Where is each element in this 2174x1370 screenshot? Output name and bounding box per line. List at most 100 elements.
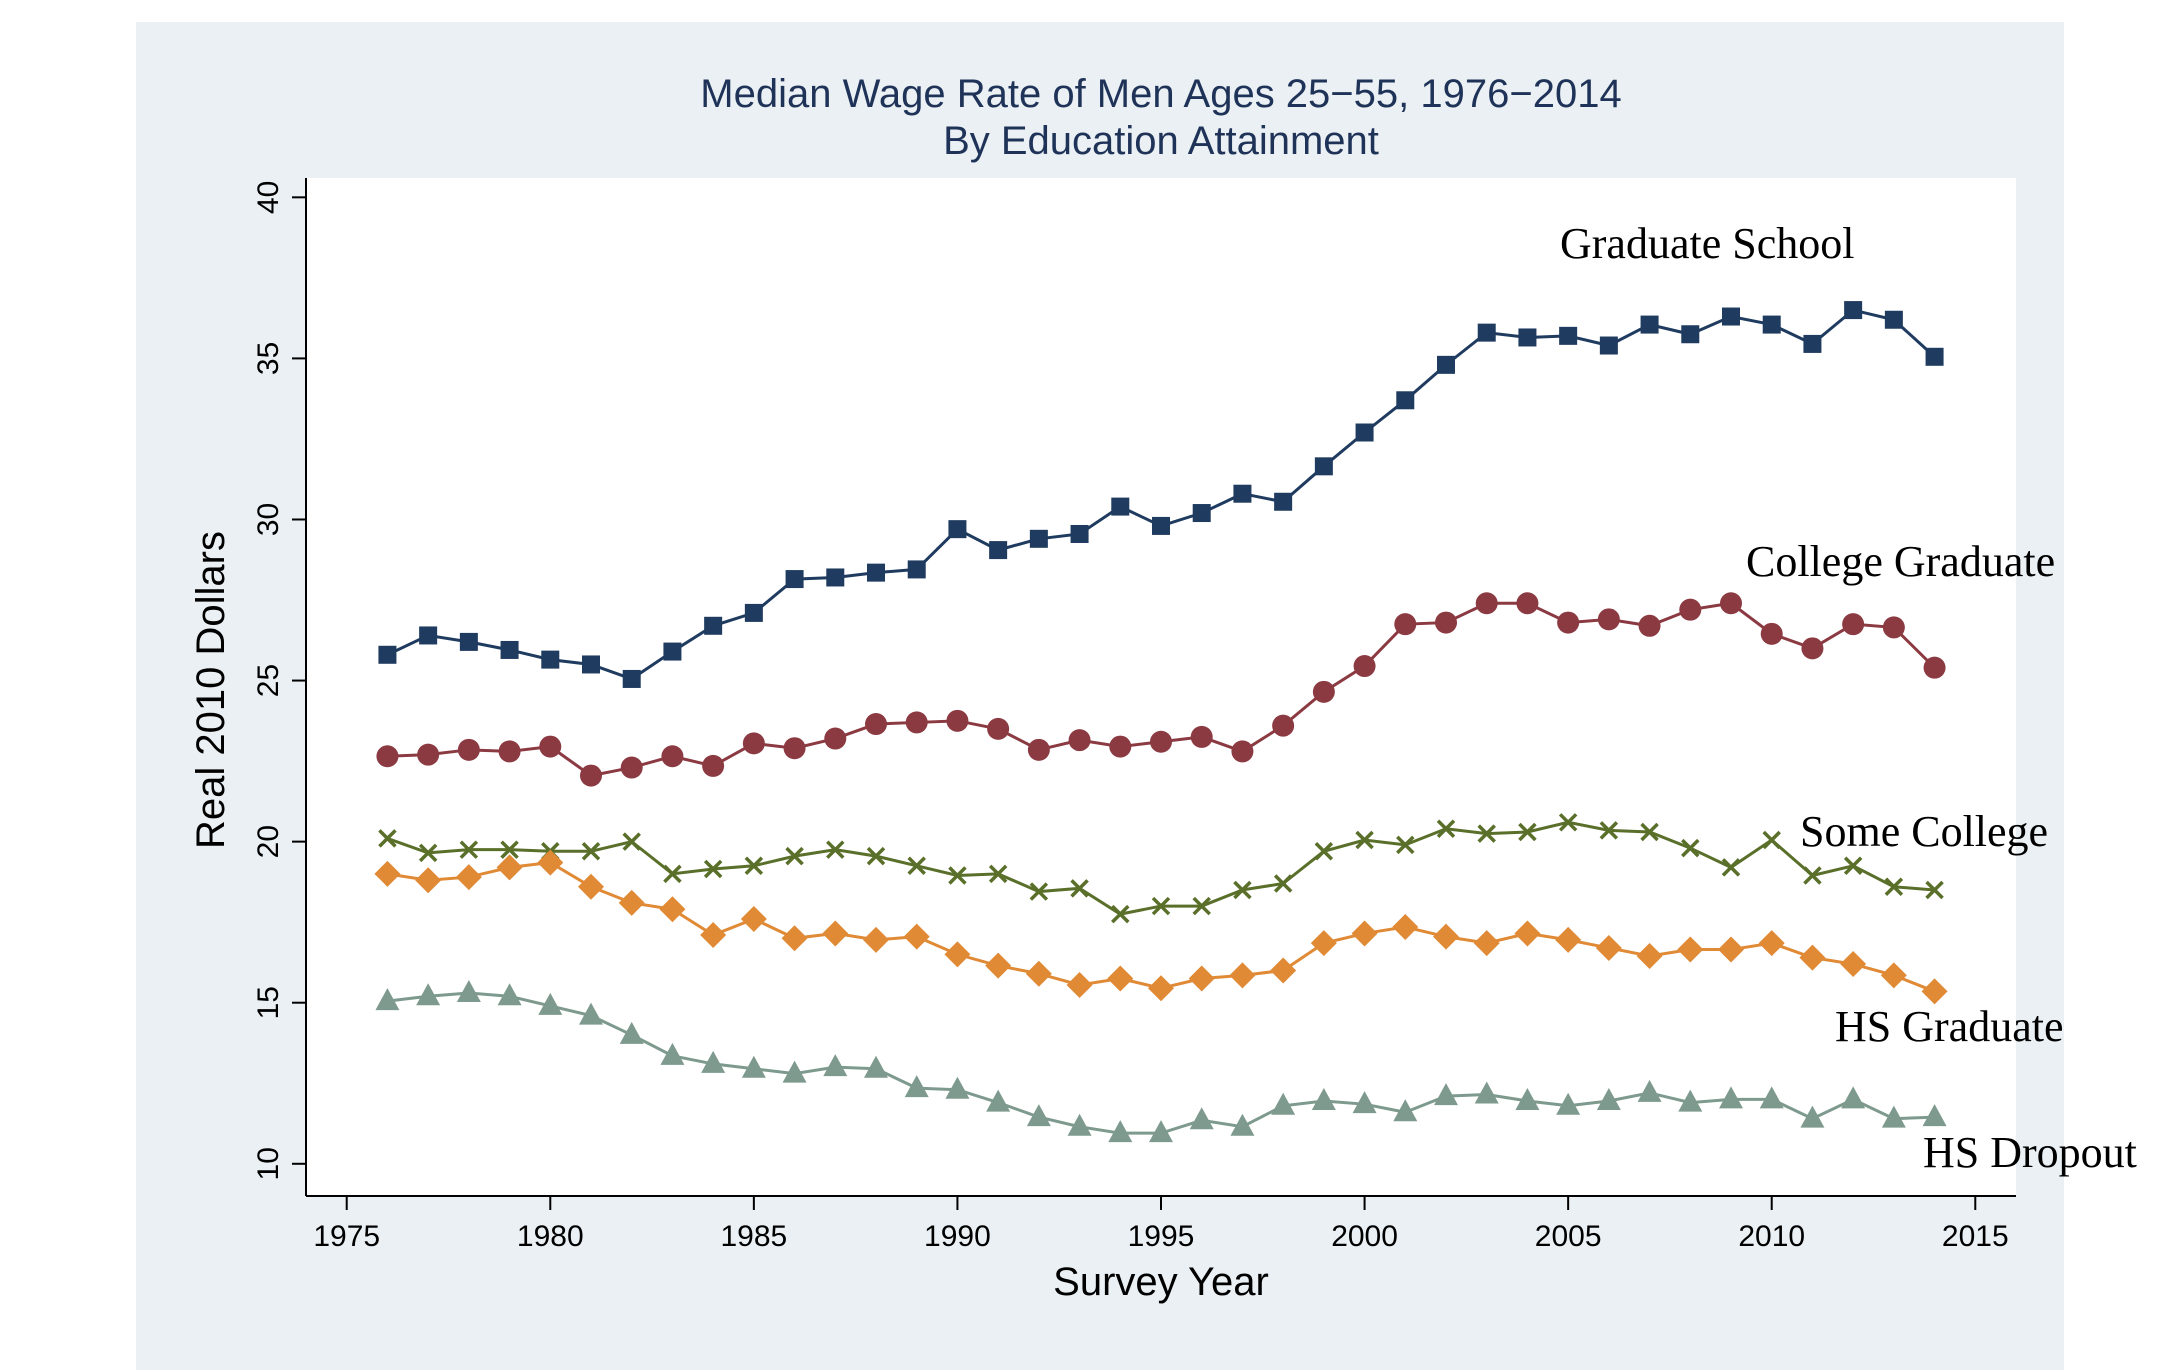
data-point — [700, 922, 727, 949]
series-some-college — [378, 813, 1944, 924]
data-point — [1473, 930, 1500, 957]
data-point — [1884, 877, 1904, 896]
data-point — [1599, 821, 1619, 840]
x-axis-title: Survey Year — [1053, 1260, 1269, 1304]
data-point — [1190, 725, 1213, 748]
data-point — [1027, 738, 1050, 761]
data-point — [823, 1054, 848, 1077]
data-point — [1150, 730, 1172, 753]
data-point — [1435, 611, 1457, 634]
data-point — [417, 743, 440, 766]
data-point — [1803, 334, 1822, 353]
data-point — [1677, 936, 1704, 963]
data-point — [742, 732, 765, 755]
data-point — [702, 754, 725, 777]
data-point — [1067, 1113, 1092, 1136]
data-point — [1233, 484, 1252, 503]
data-point — [1556, 1092, 1581, 1115]
series-label-some-college: Some College — [1800, 807, 2048, 856]
data-point — [1884, 310, 1903, 329]
data-point — [1026, 1104, 1051, 1127]
data-point — [1353, 655, 1376, 678]
data-point — [1518, 822, 1537, 842]
data-point — [1843, 856, 1863, 876]
data-point — [1310, 930, 1337, 957]
data-point — [1189, 1107, 1214, 1130]
data-point — [619, 1021, 644, 1044]
data-point — [1799, 944, 1826, 971]
data-point — [1842, 613, 1865, 636]
data-point — [539, 735, 562, 758]
data-point — [500, 840, 519, 859]
series-group — [374, 301, 1948, 1143]
data-point — [498, 740, 521, 763]
data-point — [1029, 529, 1048, 548]
y-tick-label: 15 — [252, 986, 285, 1019]
data-point — [1596, 1087, 1621, 1110]
data-point — [1921, 978, 1948, 1005]
data-point — [1557, 611, 1580, 634]
data-point — [1192, 504, 1211, 523]
data-point — [1720, 592, 1742, 615]
data-point — [1558, 813, 1578, 832]
data-point — [1396, 835, 1415, 855]
data-point — [987, 717, 1010, 740]
data-point — [1314, 457, 1333, 476]
data-point — [1922, 1104, 1947, 1127]
data-point — [579, 1002, 603, 1025]
data-point — [1800, 1105, 1825, 1128]
data-point — [1107, 965, 1134, 992]
data-point — [865, 713, 887, 736]
x-tick-label: 2000 — [1331, 1220, 1398, 1253]
data-point — [1759, 1086, 1784, 1109]
data-point — [378, 829, 397, 848]
data-point — [989, 541, 1008, 560]
data-point — [1762, 315, 1781, 334]
chart-subtitle: By Education Attainment — [943, 119, 1379, 163]
data-point — [537, 849, 564, 876]
data-point — [785, 570, 804, 589]
data-point — [1638, 614, 1661, 637]
data-point — [659, 896, 686, 923]
data-point — [826, 840, 845, 859]
data-point — [1066, 971, 1093, 998]
data-point — [1515, 1087, 1540, 1110]
data-point — [1881, 1105, 1906, 1128]
data-point — [1597, 608, 1620, 631]
data-point — [1392, 914, 1419, 941]
x-tick-label: 2005 — [1535, 1220, 1602, 1253]
data-point — [1029, 882, 1049, 901]
data-point — [1355, 830, 1374, 850]
data-point — [1679, 598, 1702, 621]
data-point — [1271, 1092, 1296, 1115]
x-tick-label: 1995 — [1128, 1220, 1195, 1253]
y-axis-title: Real 2010 Dollars — [189, 531, 233, 849]
data-point — [867, 563, 885, 582]
data-point — [907, 856, 926, 876]
data-point — [948, 520, 967, 539]
data-point — [1637, 1079, 1662, 1102]
data-point — [1109, 735, 1132, 758]
data-point — [1477, 323, 1496, 342]
data-point — [1393, 1099, 1418, 1122]
data-point — [1314, 842, 1334, 861]
y-tick-label: 10 — [252, 1147, 285, 1180]
data-point — [1516, 592, 1539, 615]
data-point — [541, 650, 560, 669]
data-point — [1474, 1081, 1499, 1104]
data-point — [1273, 874, 1293, 893]
data-point — [1070, 524, 1089, 543]
x-axis: 1975 1980 1985 1990 1995 2000 2005 2010 2015 — [306, 1195, 2016, 1253]
data-point — [988, 864, 1008, 884]
data-point — [1270, 957, 1297, 984]
data-point — [500, 640, 519, 659]
data-point — [1111, 497, 1130, 516]
data-point — [1678, 1089, 1703, 1112]
series-hs-dropout — [375, 980, 1947, 1143]
data-point — [1351, 920, 1378, 947]
data-point — [907, 560, 926, 579]
data-point — [622, 669, 641, 688]
data-point — [1925, 347, 1944, 366]
series-college-graduate — [376, 592, 1946, 787]
data-point — [1719, 1086, 1743, 1109]
